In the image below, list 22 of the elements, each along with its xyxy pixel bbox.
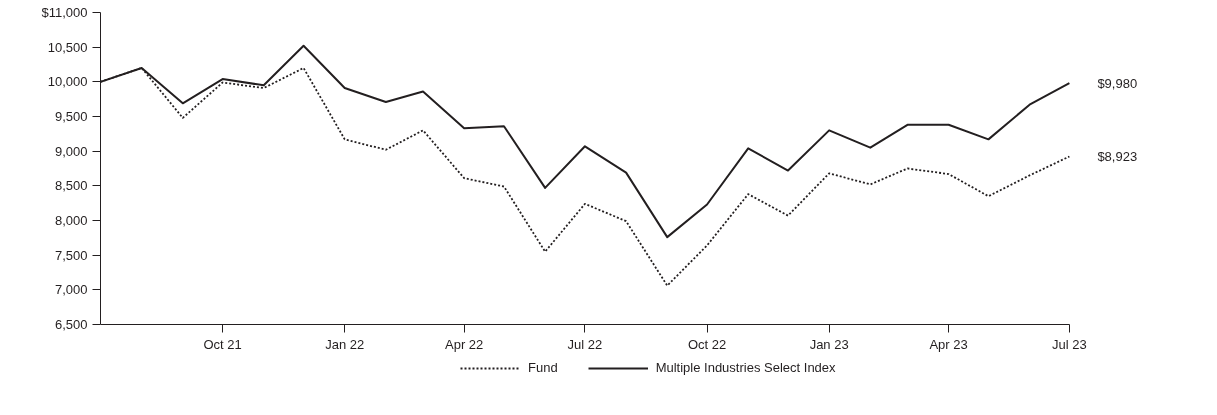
x-tick-label: Jul 23 <box>1052 337 1087 353</box>
y-tick-label: 7,000 <box>54 282 88 298</box>
x-tick-label: Oct 22 <box>687 337 727 353</box>
y-tick-label: 8,500 <box>54 178 88 194</box>
x-tick-label: Apr 23 <box>929 337 968 353</box>
legend-label: Multiple Industries Select Index <box>655 360 836 375</box>
x-tick-label: Jan 23 <box>809 337 849 353</box>
y-tick-label: 9,000 <box>54 143 88 159</box>
x-tick-label: Apr 22 <box>445 337 484 353</box>
y-tick-label: 10,000 <box>47 74 88 90</box>
legend-label: Fund <box>528 360 558 375</box>
annotation: $8,923 <box>1097 148 1138 164</box>
y-tick-label: 10,500 <box>47 39 88 55</box>
y-tick-label: $11,000 <box>41 5 88 20</box>
annotation: $9,980 <box>1097 75 1138 91</box>
x-tick-label: Jul 22 <box>567 337 603 353</box>
y-tick-label: 7,500 <box>54 247 88 263</box>
x-tick-label: Oct 21 <box>203 337 242 353</box>
x-tick-label: Jan 22 <box>325 337 365 353</box>
y-tick-label: 6,500 <box>54 316 88 332</box>
y-tick-label: 8,000 <box>54 212 88 228</box>
y-tick-label: 9,500 <box>54 108 88 124</box>
